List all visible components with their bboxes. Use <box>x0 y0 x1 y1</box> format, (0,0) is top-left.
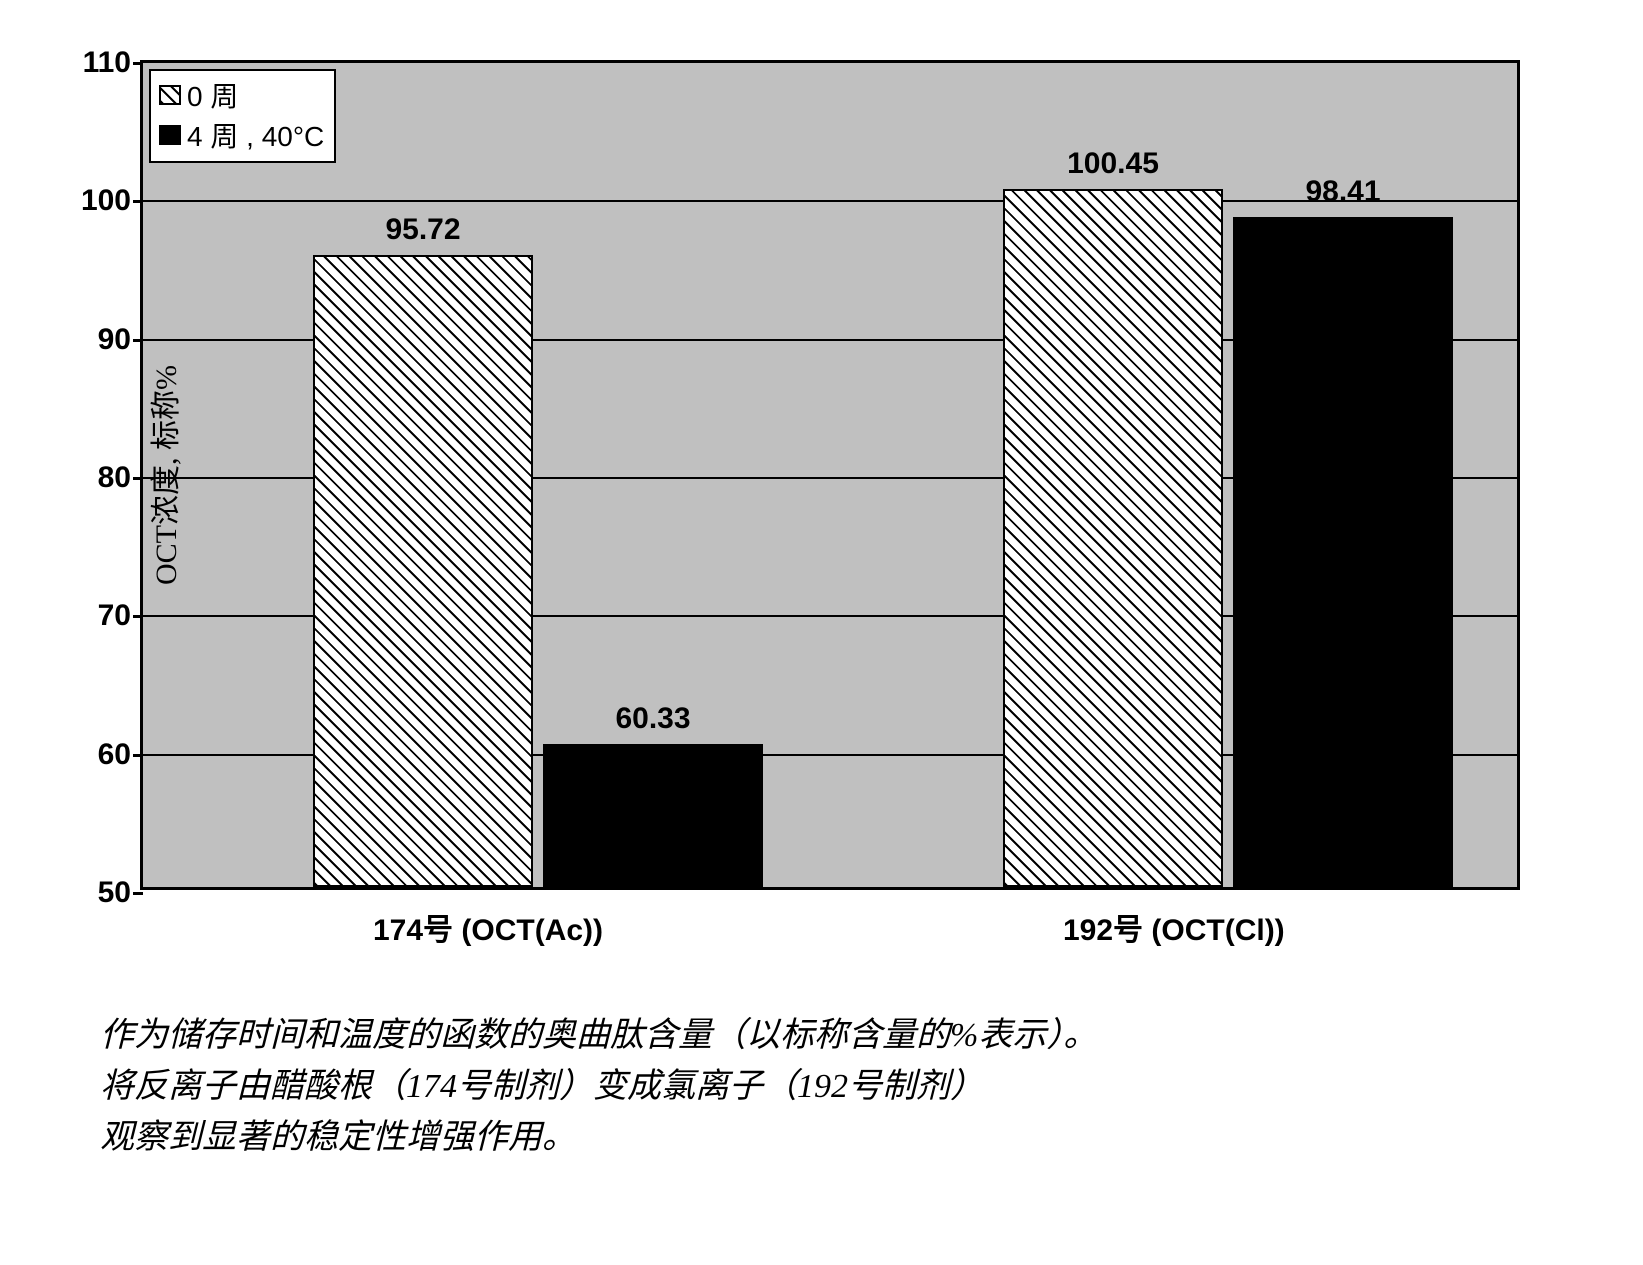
legend-swatch-solid <box>159 125 181 145</box>
legend-swatch-hatched <box>159 85 181 105</box>
legend-item: 0 周 <box>159 75 324 115</box>
bar-value-label: 98.41 <box>1305 175 1380 209</box>
bar <box>1003 189 1223 887</box>
y-tick-mark <box>133 754 143 757</box>
legend-label: 0 周 <box>187 75 238 115</box>
chart-container: 0 周 4 周 , 40°C OCT浓度, 标称% 50607080901001… <box>140 60 1603 890</box>
legend-label: 4 周 , 40°C <box>187 115 324 155</box>
y-tick-mark <box>133 477 143 480</box>
x-tick-label: 174号 (OCT(Ac)) <box>373 887 603 949</box>
caption-line: 作为储存时间和温度的函数的奥曲肽含量（以标称含量的%表示）。 <box>100 1010 1603 1061</box>
caption: 作为储存时间和温度的函数的奥曲肽含量（以标称含量的%表示）。 将反离子由醋酸根（… <box>100 1010 1603 1163</box>
bar <box>313 255 533 887</box>
y-tick-mark <box>133 892 143 895</box>
caption-line: 将反离子由醋酸根（174号制剂）变成氯离子（192号制剂） <box>100 1061 1603 1112</box>
caption-line: 观察到显著的稳定性增强作用。 <box>100 1112 1603 1163</box>
plot-area: 0 周 4 周 , 40°C OCT浓度, 标称% 50607080901001… <box>140 60 1520 890</box>
y-tick-mark <box>133 615 143 618</box>
legend-item: 4 周 , 40°C <box>159 115 324 155</box>
x-tick-label: 192号 (OCT(Cl)) <box>1063 887 1285 949</box>
bar-value-label: 100.45 <box>1067 147 1159 181</box>
y-tick-mark <box>133 62 143 65</box>
bar-value-label: 60.33 <box>615 702 690 736</box>
y-tick-mark <box>133 200 143 203</box>
bar <box>1233 217 1453 887</box>
y-tick-mark <box>133 339 143 342</box>
bar-value-label: 95.72 <box>385 213 460 247</box>
legend: 0 周 4 周 , 40°C <box>149 69 336 163</box>
bar <box>543 744 763 887</box>
y-axis-label: OCT浓度, 标称% <box>141 365 185 585</box>
